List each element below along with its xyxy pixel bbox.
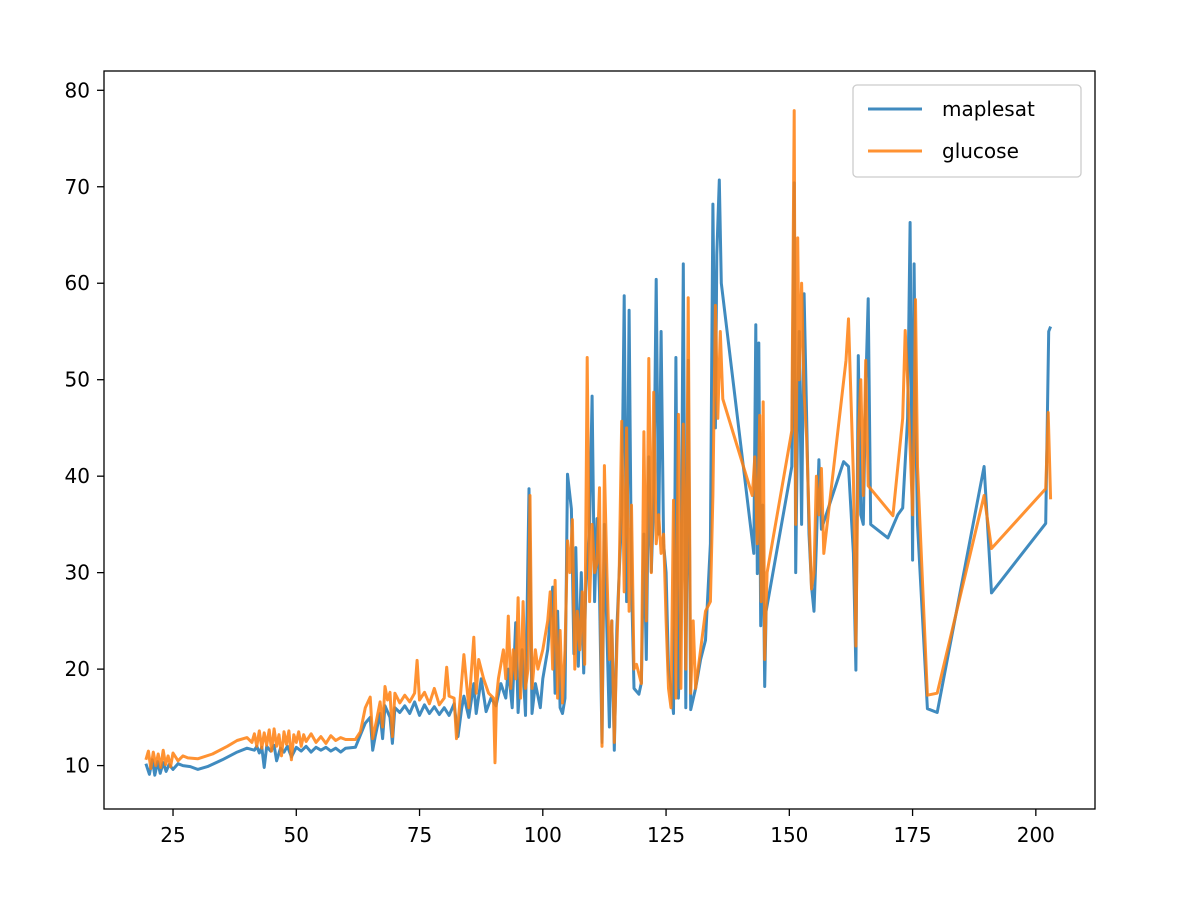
series-line-glucose: [144, 109, 1053, 770]
x-tick-label: 25: [160, 823, 185, 847]
x-tick-label: 75: [407, 823, 432, 847]
legend-label-maplesat: maplesat: [942, 97, 1035, 121]
legend: maplesat glucose: [852, 84, 1082, 178]
y-tick-label: 10: [65, 754, 90, 778]
x-tick-label: 150: [770, 823, 808, 847]
y-tick-label: 70: [65, 175, 90, 199]
y-tick-label: 60: [65, 271, 90, 295]
y-tick-label: 20: [65, 657, 90, 681]
x-tick-label: 175: [893, 823, 931, 847]
series-layer: [144, 109, 1053, 777]
x-tick-label: 125: [647, 823, 685, 847]
y-axis: 10 20 30 40 50 60 70 80: [65, 78, 104, 778]
y-tick-label: 80: [65, 78, 90, 102]
y-tick-label: 30: [65, 561, 90, 585]
x-tick-label: 100: [524, 823, 562, 847]
legend-label-glucose: glucose: [942, 139, 1019, 163]
x-tick-label: 200: [1017, 823, 1055, 847]
y-tick-label: 50: [65, 368, 90, 392]
x-axis: 25 50 75 100 125 150 175 200: [160, 809, 1055, 847]
plot-area-frame: [103, 70, 1096, 810]
y-tick-label: 40: [65, 464, 90, 488]
x-tick-label: 50: [284, 823, 309, 847]
